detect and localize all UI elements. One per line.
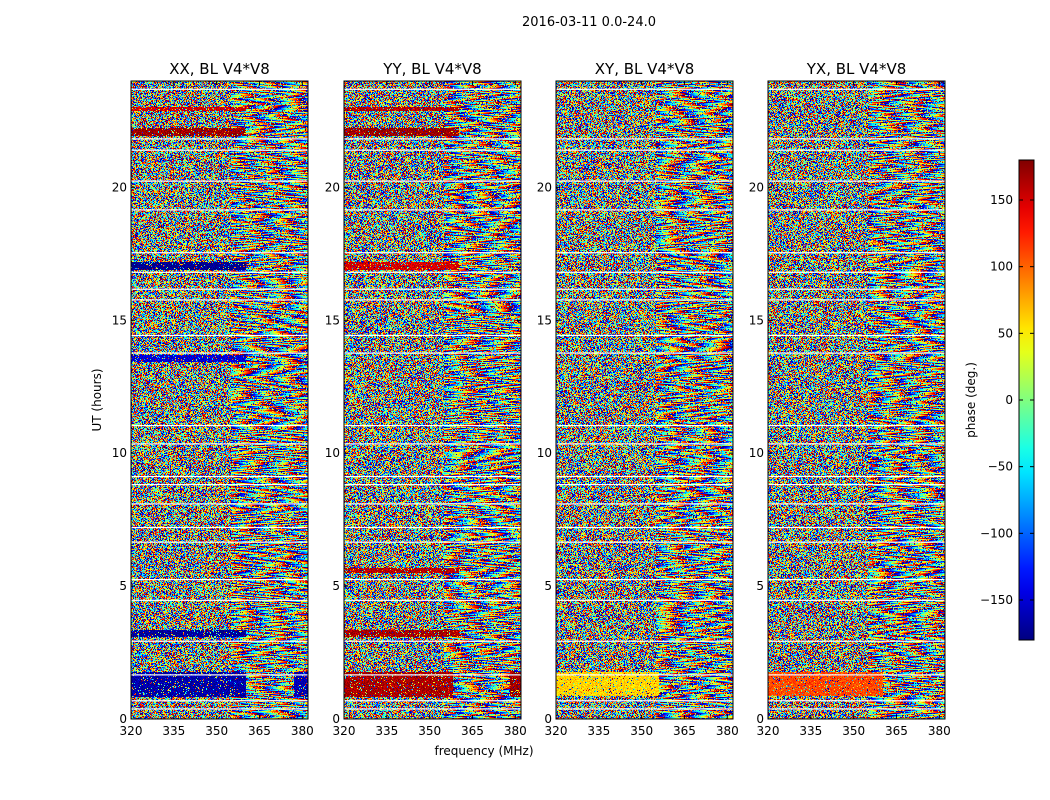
colorbar-tick-label: −50: [988, 460, 1013, 474]
panel-xy: XY, BL V4*V8 320 335 350 365 380 0 5 10 15 20: [537, 60, 739, 738]
colorbar-tick-label: 50: [998, 326, 1013, 340]
x-tick-label: 335: [162, 724, 185, 738]
heatmap-yy: [344, 81, 521, 719]
y-tick-label: 10: [537, 446, 552, 460]
panel-title: YY, BL V4*V8: [382, 60, 481, 78]
x-axis-label: frequency (MHz): [434, 744, 533, 758]
x-tick-label: 335: [799, 724, 822, 738]
y-tick-label: 10: [749, 446, 764, 460]
y-tick-label: 0: [332, 712, 340, 726]
y-tick-label: 20: [112, 180, 127, 194]
y-tick-label: 10: [112, 446, 127, 460]
heatmap-xy: [556, 81, 733, 719]
y-tick-label: 5: [119, 579, 127, 593]
y-tick-label: 20: [325, 180, 340, 194]
x-tick-label: 380: [716, 724, 739, 738]
x-tick-label: 380: [928, 724, 951, 738]
panel-frame: [767, 80, 946, 720]
panel-frame: [343, 80, 522, 720]
figure-suptitle: 2016-03-11 0.0-24.0: [522, 15, 656, 30]
x-tick-label: 320: [333, 724, 356, 738]
y-tick-label: 0: [119, 712, 127, 726]
x-tick-label: 350: [842, 724, 865, 738]
x-tick-label: 365: [461, 724, 484, 738]
x-tick-label: 350: [630, 724, 653, 738]
y-tick-label: 5: [332, 579, 340, 593]
y-tick-label: 5: [544, 579, 552, 593]
x-tick-label: 365: [885, 724, 908, 738]
x-tick-label: 380: [291, 724, 314, 738]
heatmap-yx: [768, 81, 945, 719]
colorbar-tick-label: 0: [1005, 393, 1013, 407]
panel-yx: YX, BL V4*V8 320 335 350 365 380 0 5 10 15 20: [749, 60, 951, 738]
panel-frame: [130, 80, 309, 720]
y-tick-label: 0: [544, 712, 552, 726]
x-tick-label: 365: [248, 724, 271, 738]
y-tick-label: 15: [325, 313, 340, 327]
panel-title: XY, BL V4*V8: [595, 60, 695, 78]
y-tick-label: 5: [756, 579, 764, 593]
panel-title: XX, BL V4*V8: [169, 60, 270, 78]
panel-xx: XX, BL V4*V8 320 335 350 365 380 0 5 10 15 20: [112, 60, 314, 738]
x-tick-label: 335: [375, 724, 398, 738]
x-tick-label: 335: [587, 724, 610, 738]
y-tick-label: 20: [749, 180, 764, 194]
colorbar-tick-label: −100: [980, 526, 1013, 540]
colorbar-tick-label: 150: [990, 193, 1013, 207]
x-tick-label: 320: [757, 724, 780, 738]
colorbar-tick-label: −150: [980, 593, 1013, 607]
y-axis-label: UT (hours): [90, 368, 104, 431]
y-tick-label: 15: [112, 313, 127, 327]
colorbar-tick-label: 100: [990, 260, 1013, 274]
panel-title: YX, BL V4*V8: [806, 60, 907, 78]
panel-frame: [555, 80, 734, 720]
y-tick-label: 0: [756, 712, 764, 726]
x-tick-label: 380: [504, 724, 527, 738]
x-tick-label: 350: [418, 724, 441, 738]
colorbar-label: phase (deg.): [964, 362, 978, 438]
x-tick-label: 365: [673, 724, 696, 738]
colorbar: −150 −100 −50 0 50 100 150 phase (deg.): [964, 159, 1035, 641]
y-tick-label: 15: [749, 313, 764, 327]
x-tick-label: 350: [205, 724, 228, 738]
x-tick-label: 320: [545, 724, 568, 738]
y-tick-label: 10: [325, 446, 340, 460]
heatmap-xx: [131, 81, 308, 719]
panel-yy: YY, BL V4*V8 320 335 350 365 380 0 5 10 15 20: [325, 60, 527, 738]
x-tick-label: 320: [120, 724, 143, 738]
y-tick-label: 15: [537, 313, 552, 327]
y-tick-label: 20: [537, 180, 552, 194]
